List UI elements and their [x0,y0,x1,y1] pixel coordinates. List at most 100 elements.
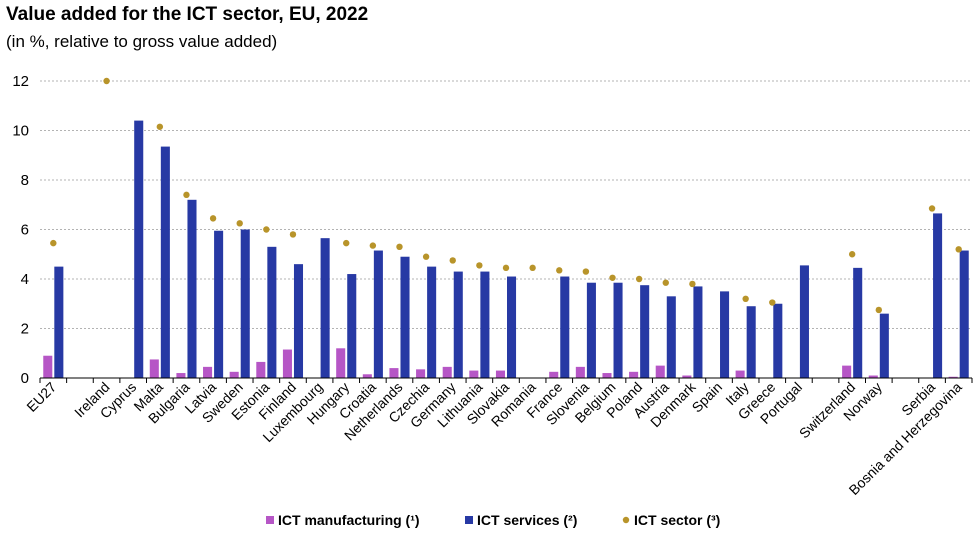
y-tick-label: 8 [21,172,29,189]
bar-ict-services [187,199,197,378]
bar-ict-services [240,229,250,378]
bar-ict-manufacturing [629,371,639,378]
dot-ict-sector [156,123,164,130]
dot-ict-sector [502,264,510,272]
bars [43,120,969,378]
bar-ict-services [799,265,809,378]
bar-ict-manufacturing [442,366,452,378]
legend-label: ICT manufacturing (¹) [278,512,420,528]
bar-ict-manufacturing [203,366,213,378]
dot-ict-sector [103,77,110,85]
dot-ict-sector [556,267,563,274]
bar-ict-services [400,256,410,378]
dot-ict-sector [635,275,643,283]
dot-ict-sector [289,231,297,238]
bar-ict-services [160,146,170,378]
dot-ict-sector [848,251,856,258]
legend-swatch [622,516,630,524]
dot-ict-sector [875,306,882,314]
bar-ict-manufacturing [948,376,958,378]
bar-ict-services [480,271,490,378]
bar-ict-services [214,230,224,378]
dot-ict-sector [183,191,190,199]
bar-ict-manufacturing [735,370,745,378]
bar-ict-manufacturing [336,348,346,378]
bar-ict-services [693,286,703,378]
chart-subtitle: (in %, relative to gross value added) [6,32,278,51]
dot-ict-sector [369,242,377,249]
legend-swatch [465,516,473,524]
dot-ict-sector [343,239,350,247]
bar-ict-services [640,285,650,378]
bar-ict-services [853,267,863,378]
bar-ict-manufacturing [549,371,559,378]
bar-ict-manufacturing [149,359,159,378]
dot-ict-sector [529,264,536,272]
gridlines [40,80,972,329]
bar-ict-services [267,246,277,378]
dot-ict-sector [742,295,749,302]
bar-ict-manufacturing [602,373,612,378]
bar-ict-services [666,296,676,378]
dot-ict-sector [476,262,483,269]
bar-ict-services [586,282,596,378]
bar-ict-manufacturing [469,370,479,378]
y-tick-label: 2 [21,321,29,338]
bar-ict-manufacturing [655,365,665,378]
bar-ict-services [320,238,330,378]
bar-ict-services [773,303,783,378]
y-tick-label: 10 [12,123,29,140]
dot-ict-sector [50,239,57,247]
bar-ict-services [560,276,570,378]
bar-ict-services [293,264,304,378]
bar-ict-manufacturing [575,366,585,378]
bar-ict-manufacturing [176,373,186,378]
dot-ict-sector [582,268,590,275]
dot-ict-sector [449,257,456,264]
dot-ict-sector [236,220,243,227]
dot-ict-sector [928,205,936,212]
bar-ict-manufacturing [43,355,53,378]
chart-title: Value added for the ICT sector, EU, 2022 [6,4,369,25]
dot-ict-sector [396,243,403,251]
dot-ict-sector [769,299,776,306]
bar-ict-services [347,274,357,378]
bar-ict-manufacturing [282,349,292,378]
bar-ict-manufacturing [362,374,372,378]
x-axis: EU27 IrelandCyprusMaltaBulgariaLatviaSwed… [23,377,973,498]
dot-ict-sector [263,226,270,233]
bar-ict-manufacturing [389,368,399,378]
bar-ict-manufacturing [495,370,505,378]
bar-ict-manufacturing [416,369,426,378]
bar-ict-services [959,250,969,378]
dot-ict-sector [609,274,616,281]
legend: ICT manufacturing (¹) ICT services (²) ICT… [266,512,720,528]
dot-ict-sector [662,279,669,286]
legend-label: ICT sector (³) [634,512,720,528]
bar-ict-manufacturing [229,371,239,378]
y-tick-label: 12 [12,73,29,90]
x-category-label: Spain [689,379,726,416]
bar-ict-services [507,276,517,378]
legend-swatch [266,516,274,524]
bar-ict-services [613,282,623,378]
y-tick-label: 6 [21,222,29,239]
bar-ict-manufacturing [682,375,692,378]
bar-ict-manufacturing [842,365,852,378]
bar-ict-services [134,120,144,378]
bar-ict-services [720,291,730,378]
bar-ict-services [373,250,383,378]
bar-ict-manufacturing [256,361,266,378]
dot-ict-sector [422,253,430,260]
bar-ict-services [879,313,889,378]
bar-ict-manufacturing [868,375,878,378]
dots [50,77,962,314]
y-tick-label: 0 [21,370,29,387]
bar-ict-services [933,213,943,378]
dot-ict-sector [209,215,217,222]
bar-ict-services [54,266,64,378]
bar-ict-services [453,271,463,378]
bar-ict-services [746,306,756,378]
y-tick-label: 4 [21,271,29,288]
